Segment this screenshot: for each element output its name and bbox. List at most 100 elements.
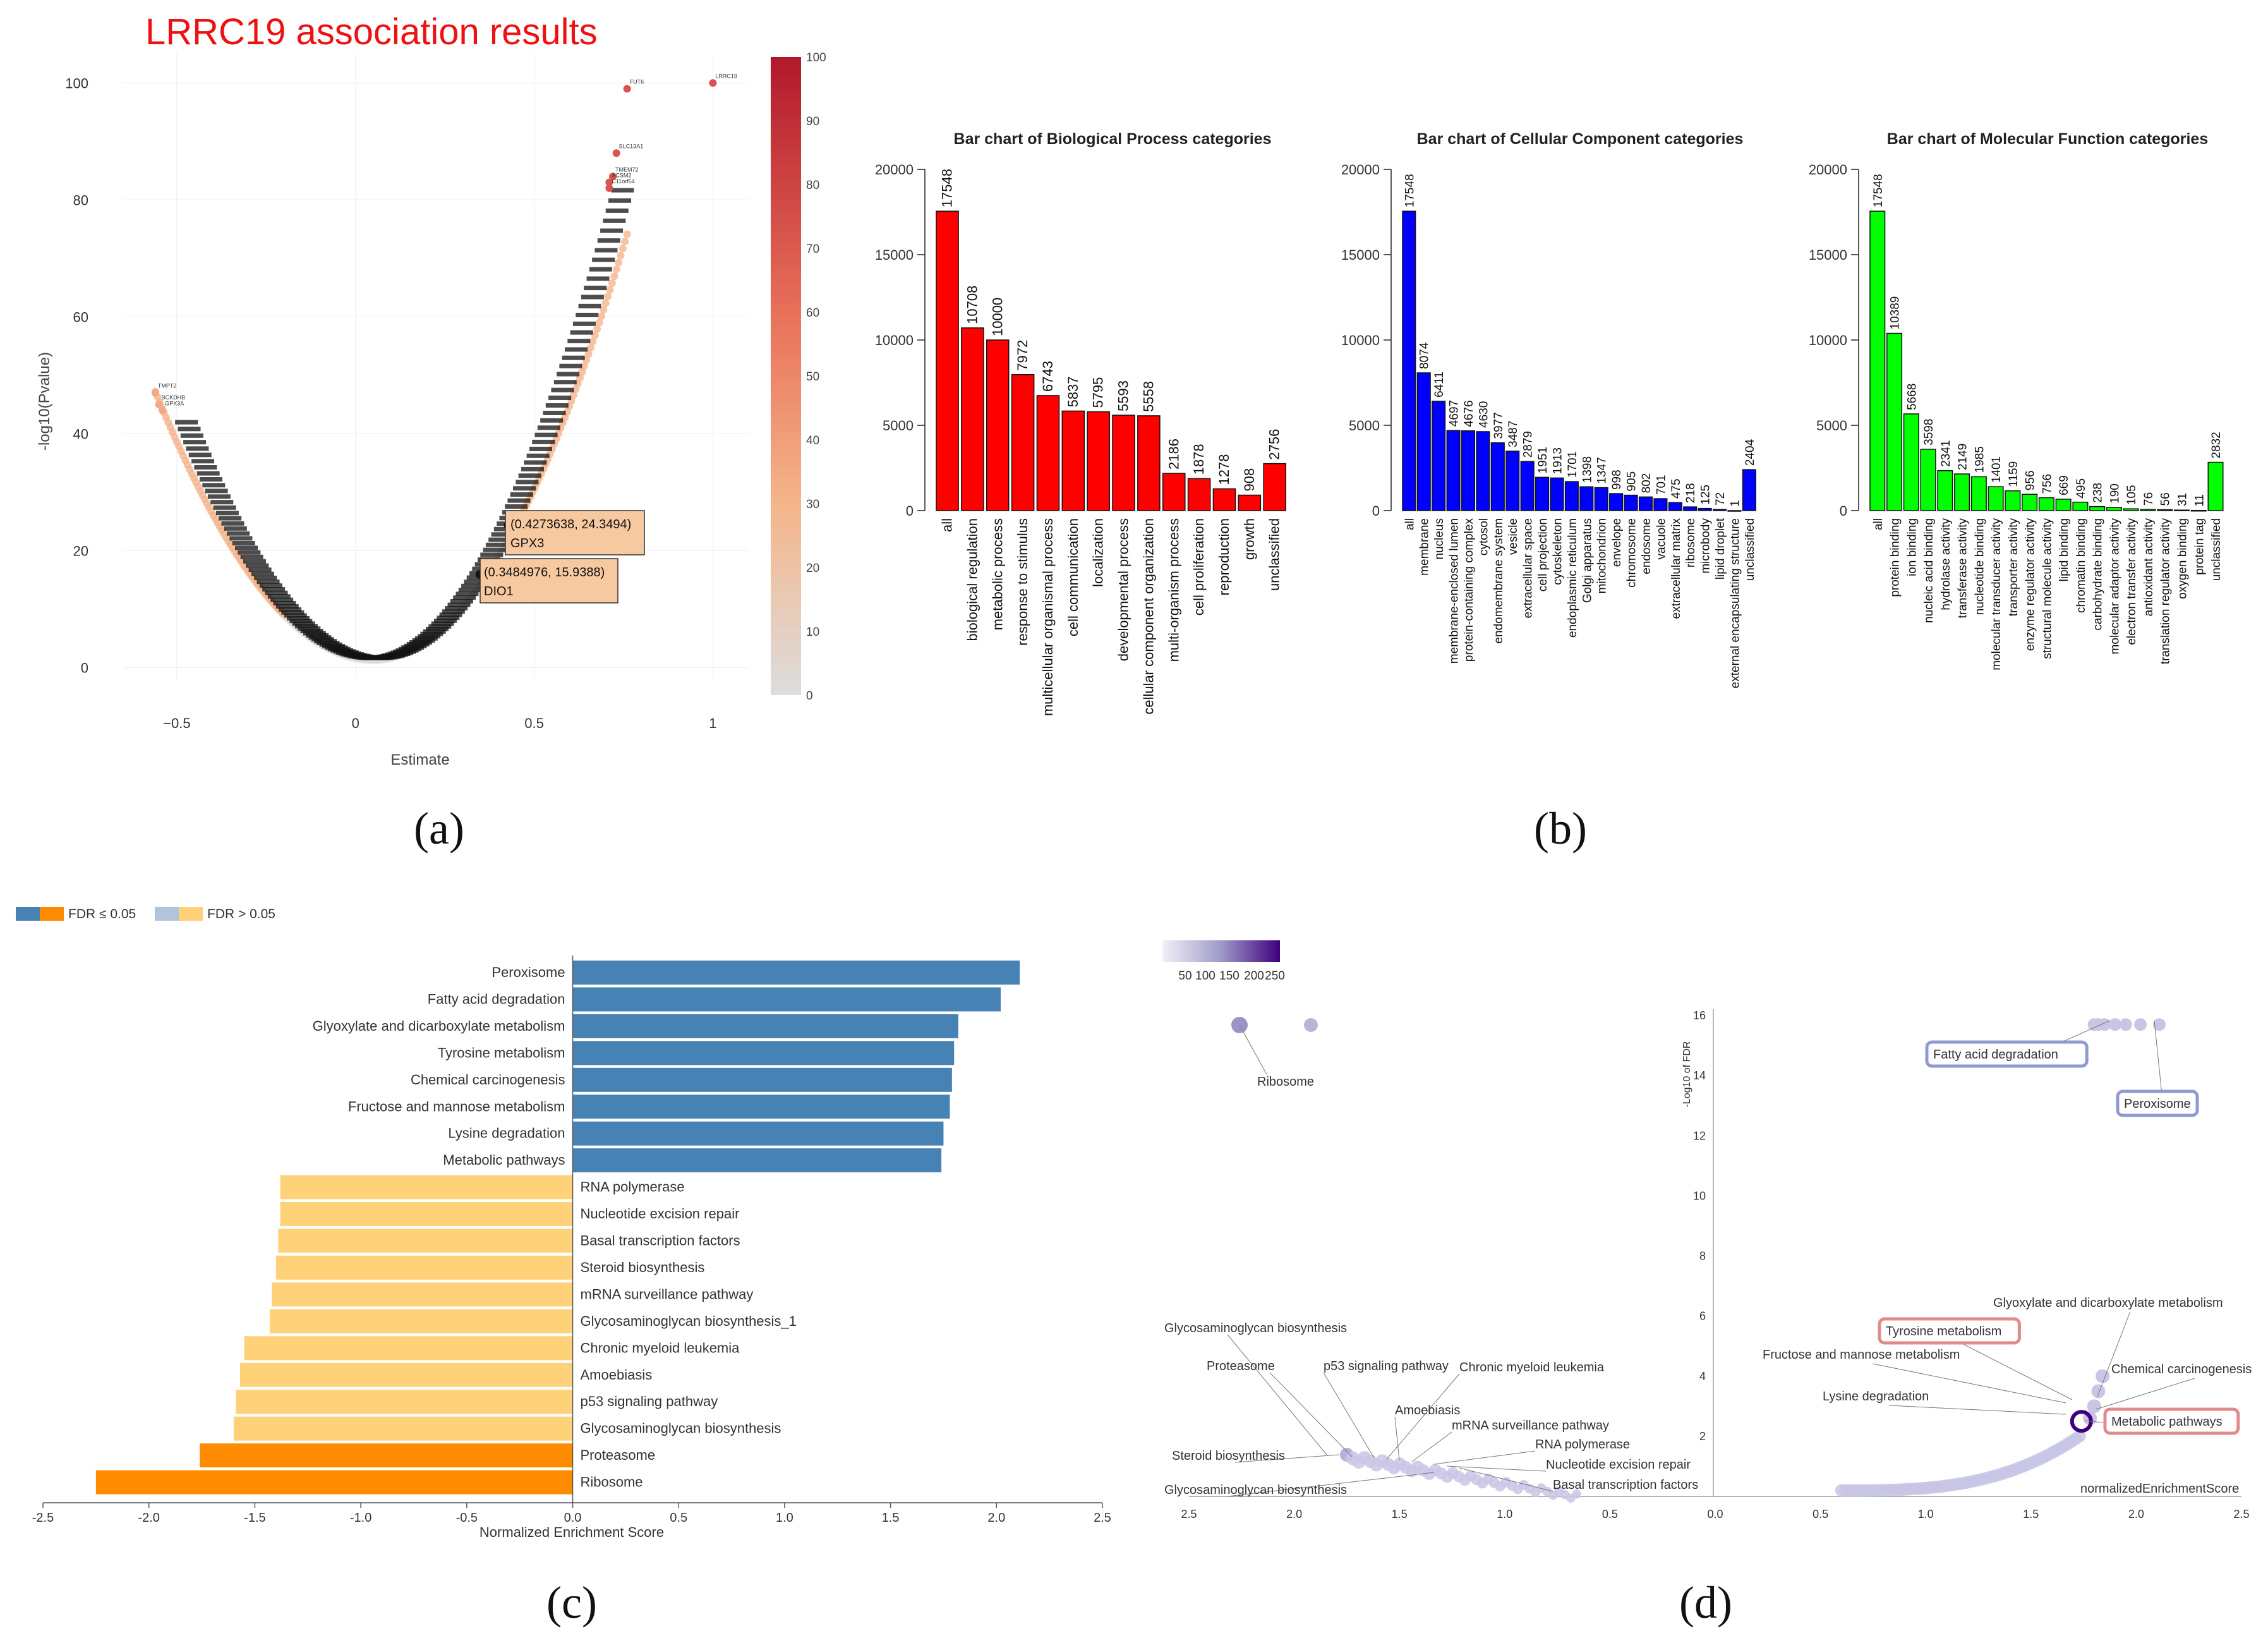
enrichment-bar-glycosaminoglycan-biosynthesis[interactable]	[233, 1416, 573, 1441]
scatter-point[interactable]	[1304, 1018, 1318, 1032]
scatter-point[interactable]	[2096, 1369, 2110, 1383]
volcano-point-slc13a1[interactable]	[612, 149, 620, 157]
bp-bar-all[interactable]	[936, 210, 959, 511]
mf-bar-antioxidant-activity[interactable]	[2140, 509, 2156, 511]
enrichment-bar-glycosaminoglycan-biosynthesis-1[interactable]	[269, 1309, 573, 1333]
bp-bar-growth[interactable]	[1238, 494, 1262, 511]
bp-bar-response-to-stimulus[interactable]	[1011, 374, 1035, 511]
mf-bar-nucleic-acid-binding[interactable]	[1920, 449, 1936, 511]
mf-bar-translation-regulator-activity[interactable]	[2157, 509, 2173, 511]
bp-bar-cell-proliferation[interactable]	[1187, 478, 1211, 511]
cc-bar-extracellular-space[interactable]	[1520, 461, 1535, 511]
enrichment-bar-fructose-and-mannose-metabolism[interactable]	[572, 1095, 950, 1119]
mf-bar-protein-binding[interactable]	[1886, 332, 1903, 511]
mf-bar-hydrolase-activity[interactable]	[1937, 470, 1953, 511]
mf-bar-structural-molecule-activity[interactable]	[2038, 497, 2054, 511]
cc-bar-unclassified[interactable]	[1742, 469, 1756, 511]
cc-bar-envelope[interactable]	[1609, 493, 1624, 511]
volcano-point-bckdhb[interactable]	[155, 401, 163, 409]
cc-bar-mitochondrion[interactable]	[1594, 487, 1608, 511]
mf-bar-chromatin-binding[interactable]	[2072, 501, 2089, 511]
mf-bar-carbohydrate-binding[interactable]	[2089, 506, 2106, 511]
cc-bar-cytosol[interactable]	[1476, 431, 1490, 511]
volcano-point-fut6[interactable]	[623, 85, 631, 93]
cc-bar-endoplasmic-reticulum[interactable]	[1564, 481, 1579, 511]
cc-bar-lipid-droplet[interactable]	[1713, 509, 1727, 511]
bp-bar-localization[interactable]	[1087, 411, 1110, 511]
cc-category-label: extracellular matrix	[1670, 518, 1683, 619]
cc-bar-vacuole[interactable]	[1653, 498, 1668, 511]
volcano-point-acsm2[interactable]	[605, 178, 613, 186]
mf-bar-all[interactable]	[1869, 210, 1886, 511]
mf-bar-lipid-binding[interactable]	[2055, 499, 2072, 511]
bp-ytick: 10000	[875, 332, 914, 348]
callout-dio1[interactable]: (0.3484976, 15.9388) DIO1	[480, 558, 618, 604]
bp-bar-unclassified[interactable]	[1263, 463, 1286, 511]
cc-bar-microbody[interactable]	[1698, 507, 1712, 511]
cc-bar-extracellular-matrix[interactable]	[1668, 502, 1682, 511]
mf-bar-nucleotide-binding[interactable]	[1970, 476, 1987, 511]
bp-bar-biological-regulation[interactable]	[961, 327, 984, 511]
mf-bar-molecular-transducer-activity[interactable]	[1988, 486, 2004, 511]
cc-bar-ribosome[interactable]	[1683, 506, 1698, 511]
enrichment-bar-mrna-surveillance-pathway[interactable]	[272, 1282, 573, 1307]
mf-bar-transferase-activity[interactable]	[1954, 473, 1970, 511]
scatter-point[interactable]	[2134, 1018, 2147, 1031]
enrichment-bar-glyoxylate-and-dicarboxylate-metabolism[interactable]	[572, 1014, 958, 1038]
enrichment-bar-steroid-biosynthesis[interactable]	[275, 1255, 573, 1280]
cc-bar-vesicle[interactable]	[1505, 451, 1520, 511]
bp-bar-multicellular-organismal-process[interactable]	[1036, 395, 1060, 511]
enrichment-bar-fatty-acid-degradation[interactable]	[572, 987, 1001, 1012]
cc-bar-endosome[interactable]	[1638, 496, 1653, 511]
mf-bar-oxygen-binding[interactable]	[2173, 509, 2190, 511]
bp-bar-developmental-process[interactable]	[1112, 415, 1135, 511]
cc-bar-membrane-enclosed-lumen[interactable]	[1446, 430, 1461, 511]
cc-bar-cell-projection[interactable]	[1535, 476, 1550, 511]
volcano-point-tmpt2[interactable]	[151, 389, 159, 397]
enrichment-bar-ribosome[interactable]	[95, 1470, 573, 1495]
enrichment-bar-proteasome[interactable]	[200, 1443, 573, 1468]
enrichment-bar-basal-transcription-factors[interactable]	[278, 1228, 573, 1253]
enrichment-bar-metabolic-pathways[interactable]	[572, 1148, 942, 1173]
bp-bar-metabolic-process[interactable]	[986, 339, 1010, 511]
cc-bar-nucleus[interactable]	[1432, 401, 1446, 511]
cc-bar-golgi-apparatus[interactable]	[1579, 486, 1594, 511]
mf-bar-enzyme-regulator-activity[interactable]	[2022, 494, 2038, 511]
cc-bar-membrane[interactable]	[1416, 372, 1431, 511]
scatter-point[interactable]	[2153, 1018, 2166, 1031]
cc-bar-protein-containing-complex[interactable]	[1461, 430, 1476, 511]
scatter-point[interactable]	[2109, 1018, 2122, 1031]
volcano-point-tmem72[interactable]	[609, 173, 617, 181]
bp-bar-multi-organism-process[interactable]	[1162, 473, 1186, 511]
mf-bar-molecular-adaptor-activity[interactable]	[2106, 507, 2122, 511]
enrichment-bar-chemical-carcinogenesis[interactable]	[572, 1067, 952, 1092]
enrichment-bar-amoebiasis[interactable]	[239, 1362, 573, 1387]
enrichment-bar-lysine-degradation[interactable]	[572, 1121, 944, 1146]
enrichment-bar-chronic-myeloid-leukemia[interactable]	[244, 1336, 573, 1361]
mf-bar-electron-transfer-activity[interactable]	[2123, 508, 2139, 511]
mf-bar-transporter-activity[interactable]	[2005, 490, 2021, 511]
scatter-point[interactable]	[2073, 1429, 2086, 1443]
volcano-point-c11orf54[interactable]	[605, 184, 613, 192]
cc-bar-all[interactable]	[1402, 210, 1416, 511]
scatter-point[interactable]	[2087, 1399, 2101, 1414]
scatter-point[interactable]	[2091, 1384, 2106, 1398]
bp-bar-cell-communication[interactable]	[1061, 410, 1085, 511]
enrichment-bar-tyrosine-metabolism[interactable]	[572, 1041, 955, 1065]
mf-bar-unclassified[interactable]	[2207, 461, 2224, 511]
cc-bar-chromosome[interactable]	[1624, 494, 1638, 511]
enrichment-bar-peroxisome[interactable]	[572, 961, 1020, 985]
enrichment-bar-nucleotide-excision-repair[interactable]	[280, 1202, 573, 1227]
enrichment-bar-rna-polymerase[interactable]	[280, 1175, 573, 1199]
callout-gpx3[interactable]: (0.4273638, 24.3494) GPX3	[505, 510, 645, 555]
volcano-point-lrrc19[interactable]	[709, 79, 717, 87]
scatter-point[interactable]	[2119, 1018, 2132, 1031]
cc-bar-endomembrane-system[interactable]	[1490, 442, 1505, 511]
scatter-point[interactable]	[1572, 1489, 1581, 1499]
bp-bar-reproduction[interactable]	[1212, 488, 1236, 511]
mf-bar-ion-binding[interactable]	[1903, 413, 1919, 511]
cc-bar-cytoskeleton[interactable]	[1550, 477, 1564, 511]
enrichment-bar-p53-signaling-pathway[interactable]	[236, 1390, 573, 1414]
bp-bar-cellular-component-organization[interactable]	[1137, 415, 1161, 511]
volcano-point-gpx3a[interactable]	[159, 406, 167, 415]
